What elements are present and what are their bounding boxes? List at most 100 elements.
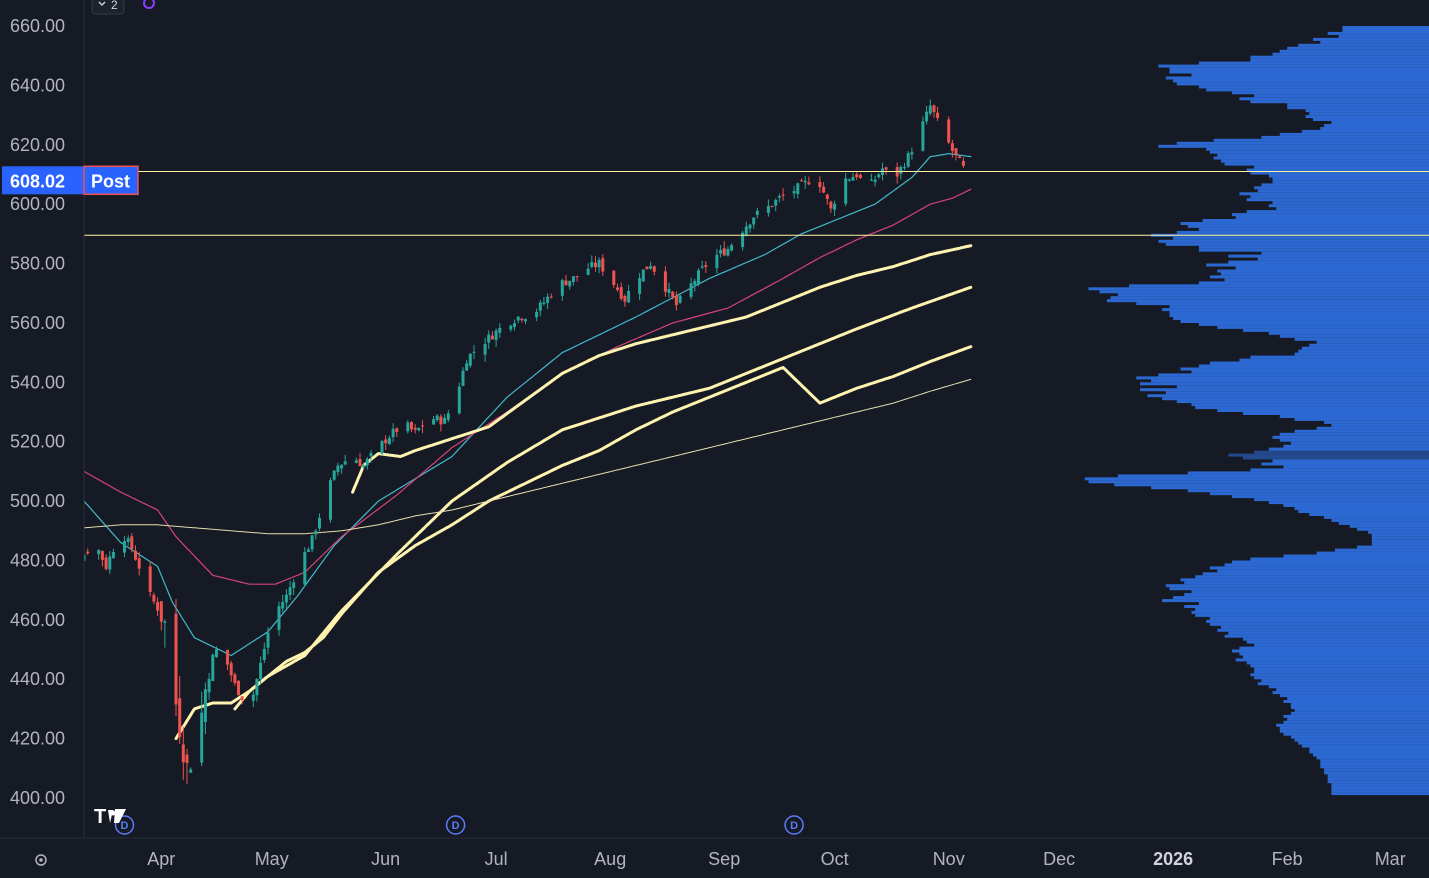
volume-profile-bin	[1331, 423, 1429, 427]
price-tick-label: 640.00	[10, 75, 65, 95]
volume-profile-bin	[1187, 489, 1429, 493]
time-axis[interactable]: Apr May Jun Jul Aug Sep Oct Nov Dec 2026 Feb Mar	[147, 849, 1405, 869]
volume-profile-bin	[1243, 328, 1429, 332]
volume-profile-bin	[1305, 115, 1429, 119]
candle-body	[726, 249, 730, 256]
volume-profile-bin	[1228, 453, 1429, 457]
dividend-marker-label: D	[121, 820, 129, 832]
candle-body	[873, 179, 877, 182]
candle-body	[542, 302, 546, 304]
candle-body	[535, 311, 539, 318]
candle-body	[288, 587, 292, 595]
volume-profile-bin	[1169, 70, 1429, 74]
volume-profile-bin	[1290, 735, 1429, 739]
candle-body	[932, 105, 936, 113]
volume-profile-bin	[1198, 322, 1429, 326]
volume-profile-bin	[1117, 474, 1429, 478]
volume-profile-bin	[1151, 486, 1429, 490]
volume-profile-bin	[1320, 759, 1429, 763]
volume-profile-bin	[1235, 216, 1429, 219]
sync-icon[interactable]	[143, 0, 155, 9]
candle-body	[483, 343, 487, 355]
volume-profile-bin	[1371, 542, 1429, 546]
volume-profile-bin	[1294, 507, 1429, 510]
volume-profile-bin	[1309, 747, 1429, 751]
volume-profile-bin	[1169, 314, 1429, 317]
candle-body	[858, 174, 862, 178]
volume-profile-bin	[1110, 296, 1429, 300]
volume-profile-bin	[1213, 156, 1429, 160]
candle-body	[770, 206, 774, 207]
volume-profile-bin	[1283, 465, 1429, 469]
volume-profile-bin	[1301, 346, 1429, 350]
dividend-marker[interactable]: D	[784, 815, 804, 835]
volume-profile-bin	[1316, 340, 1429, 344]
moving-average-line-5	[233, 345, 973, 711]
candle-body	[921, 121, 925, 151]
candle-body	[796, 183, 800, 194]
candle-body	[667, 289, 671, 293]
volume-profile-bin	[1232, 91, 1429, 95]
candle-body	[384, 439, 388, 444]
volume-profile-bin	[1272, 435, 1429, 439]
candle-body	[586, 268, 590, 275]
candle-body	[229, 663, 233, 676]
moving-average-line-1	[83, 153, 972, 657]
volume-profile-bin	[1250, 58, 1429, 62]
candle-body	[362, 465, 366, 468]
price-labels: 608.02 Post	[2, 165, 139, 196]
candle-body	[163, 621, 167, 623]
volume-profile-bin	[1324, 124, 1429, 127]
price-tick-label: 460.00	[10, 610, 65, 630]
volume-profile-bin	[1331, 518, 1429, 522]
time-tick-label: Feb	[1272, 849, 1303, 869]
volume-profile-bin	[1198, 248, 1429, 252]
volume-profile-bin	[1316, 551, 1429, 555]
candle-body	[421, 425, 424, 427]
settings-gear-icon[interactable]	[35, 854, 47, 866]
volume-profile-bin	[1298, 741, 1429, 745]
candle-body	[619, 287, 623, 299]
volume-profile-bin	[1371, 533, 1429, 537]
dividend-marker[interactable]: D	[445, 815, 466, 835]
volume-profile-bin	[1217, 569, 1429, 573]
candle-body	[200, 712, 204, 763]
candle-body	[715, 254, 719, 269]
time-tick-label: Aug	[594, 849, 626, 869]
candle-body	[792, 191, 796, 194]
volume-profile-bin	[1088, 287, 1429, 291]
candle-body	[233, 674, 237, 684]
tradingview-logo-icon[interactable]: T	[94, 806, 126, 828]
candle-body	[546, 296, 550, 303]
volume-profile-bin	[1206, 147, 1429, 151]
candle-body	[700, 266, 704, 268]
price-tick-label: 440.00	[10, 669, 65, 689]
candle-body	[343, 461, 347, 465]
volume-profile-bin	[1180, 320, 1429, 323]
volume-profile-bin	[1158, 239, 1429, 243]
volume-profile-bin	[1202, 572, 1429, 576]
candle-body	[961, 160, 965, 166]
candle-body	[292, 582, 296, 588]
volume-profile-bin	[1279, 432, 1429, 436]
price-axis[interactable]: 660.00 640.00 620.00 600.00 580.00 560.00 540.…	[10, 16, 65, 808]
volume-profile-bin	[1268, 174, 1429, 178]
horizontal-lines[interactable]	[84, 171, 1429, 236]
volume-profile-bin	[1357, 527, 1429, 531]
volume-profile-bin	[1261, 251, 1429, 255]
price-tick-label: 420.00	[10, 729, 65, 749]
volume-profile-bin	[1209, 616, 1429, 620]
candle-body	[590, 262, 594, 267]
time-tick-label: Jun	[371, 849, 400, 869]
candle-body	[910, 152, 914, 155]
volume-profile-bin	[1136, 376, 1429, 380]
collapse-indicators-button[interactable]: 2	[91, 0, 125, 15]
candle-body	[108, 556, 112, 570]
volume-profile-bin	[1287, 717, 1429, 721]
candle-body	[884, 167, 888, 170]
candle-body	[958, 156, 962, 158]
volume-profile-bin	[1368, 530, 1429, 534]
volume-profile-bin	[1283, 504, 1429, 507]
